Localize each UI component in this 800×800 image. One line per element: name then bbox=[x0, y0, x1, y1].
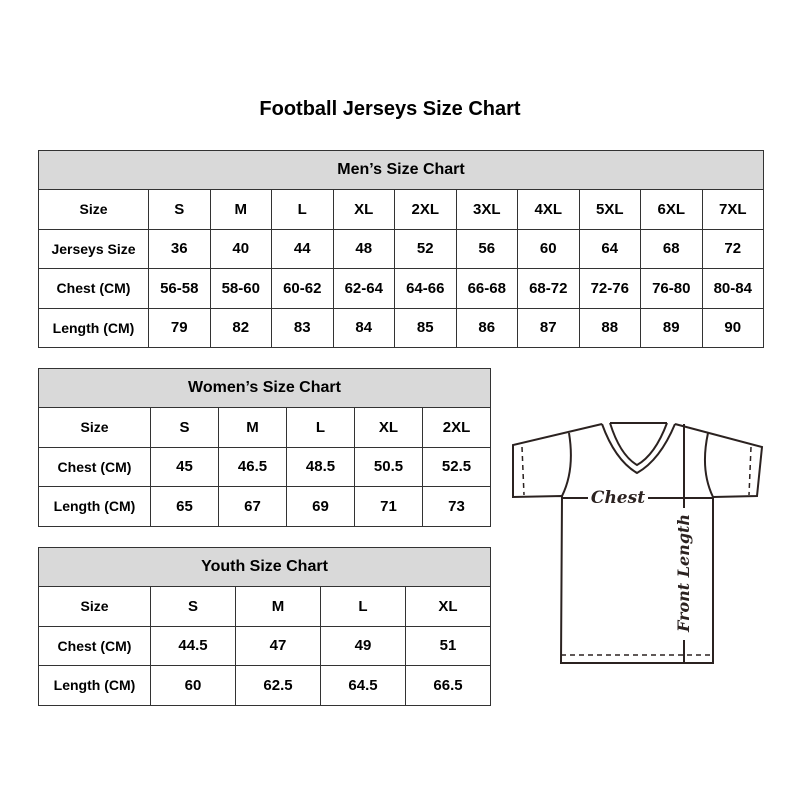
womens-size-table: Women’s Size Chart Size S M L XL 2XL Chest (CM)… bbox=[38, 368, 491, 527]
cell: 7XL bbox=[701, 189, 764, 230]
cell: 79 bbox=[148, 307, 211, 348]
cell: XL bbox=[405, 586, 491, 627]
cell: 52.5 bbox=[422, 446, 491, 487]
cell: XL bbox=[354, 407, 423, 448]
table-title: Women’s Size Chart bbox=[38, 368, 491, 408]
cell: 71 bbox=[354, 486, 423, 527]
front-length-label: Front Length bbox=[674, 514, 693, 633]
cell: 60 bbox=[517, 228, 580, 269]
cell: 62.5 bbox=[235, 665, 321, 706]
cell: 2XL bbox=[422, 407, 491, 448]
page-title: Football Jerseys Size Chart bbox=[259, 98, 521, 120]
cell: 66.5 bbox=[405, 665, 491, 706]
cell: 47 bbox=[235, 625, 321, 666]
cell: 67 bbox=[218, 486, 287, 527]
cell: 85 bbox=[394, 307, 457, 348]
cell: 73 bbox=[422, 486, 491, 527]
table-row: Length (CM) 65 67 69 71 73 bbox=[38, 486, 491, 527]
cell: XL bbox=[332, 189, 395, 230]
chest-label: Chest bbox=[591, 488, 645, 508]
cell: 56-58 bbox=[148, 268, 211, 309]
cell: 5XL bbox=[578, 189, 641, 230]
table-row: Chest (CM) 44.5 47 49 51 bbox=[38, 625, 491, 666]
row-label: Length (CM) bbox=[38, 307, 149, 348]
cell: L bbox=[286, 407, 355, 448]
row-label: Chest (CM) bbox=[38, 446, 151, 487]
row-label: Size bbox=[38, 189, 149, 230]
table-row: Size S M L XL bbox=[38, 586, 491, 627]
cell: 76-80 bbox=[640, 268, 703, 309]
cell: 65 bbox=[150, 486, 219, 527]
cell: 72-76 bbox=[578, 268, 641, 309]
row-label: Jerseys Size bbox=[38, 228, 149, 269]
table-row: Chest (CM) 45 46.5 48.5 50.5 52.5 bbox=[38, 446, 491, 487]
row-label: Size bbox=[38, 407, 151, 448]
table-row: Size S M L XL 2XL 3XL 4XL 5XL 6XL 7XL bbox=[38, 189, 764, 230]
cell: 64.5 bbox=[320, 665, 406, 706]
cell: 87 bbox=[517, 307, 580, 348]
table-title: Men’s Size Chart bbox=[38, 150, 764, 190]
row-label: Length (CM) bbox=[38, 486, 151, 527]
cell: 88 bbox=[578, 307, 641, 348]
cell: 44 bbox=[271, 228, 334, 269]
table-title: Youth Size Chart bbox=[38, 547, 491, 587]
cell: 69 bbox=[286, 486, 355, 527]
cell: 48.5 bbox=[286, 446, 355, 487]
mens-size-table: Men’s Size Chart Size S M L XL 2XL 3XL 4XL 5XL 6XL… bbox=[38, 150, 764, 348]
cell: 82 bbox=[209, 307, 272, 348]
row-label: Chest (CM) bbox=[38, 625, 151, 666]
cell: 60 bbox=[150, 665, 236, 706]
cell: 80-84 bbox=[701, 268, 764, 309]
cell: 45 bbox=[150, 446, 219, 487]
cell: 36 bbox=[148, 228, 211, 269]
cell: 86 bbox=[455, 307, 518, 348]
cell: 40 bbox=[209, 228, 272, 269]
cell: 90 bbox=[701, 307, 764, 348]
cell: L bbox=[320, 586, 406, 627]
row-label: Size bbox=[38, 586, 151, 627]
cell: L bbox=[271, 189, 334, 230]
table-row: Size S M L XL 2XL bbox=[38, 407, 491, 448]
table-row: Length (CM) 79 82 83 84 85 86 87 88 89 90 bbox=[38, 307, 764, 348]
cell: M bbox=[235, 586, 321, 627]
cell: M bbox=[218, 407, 287, 448]
cell: 48 bbox=[332, 228, 395, 269]
youth-size-table: Youth Size Chart Size S M L XL Chest (CM) 44.5 4… bbox=[38, 547, 491, 706]
cell: 66-68 bbox=[455, 268, 518, 309]
cell: 60-62 bbox=[271, 268, 334, 309]
cell: S bbox=[150, 586, 236, 627]
cell: 84 bbox=[332, 307, 395, 348]
cell: 62-64 bbox=[332, 268, 395, 309]
cell: 68 bbox=[640, 228, 703, 269]
cell: 68-72 bbox=[517, 268, 580, 309]
cell: 44.5 bbox=[150, 625, 236, 666]
cell: 49 bbox=[320, 625, 406, 666]
cell: 6XL bbox=[640, 189, 703, 230]
cell: 50.5 bbox=[354, 446, 423, 487]
cell: 51 bbox=[405, 625, 491, 666]
table-row: Length (CM) 60 62.5 64.5 66.5 bbox=[38, 665, 491, 706]
table-row: Jerseys Size 36 40 44 48 52 56 60 64 68 72 bbox=[38, 228, 764, 269]
